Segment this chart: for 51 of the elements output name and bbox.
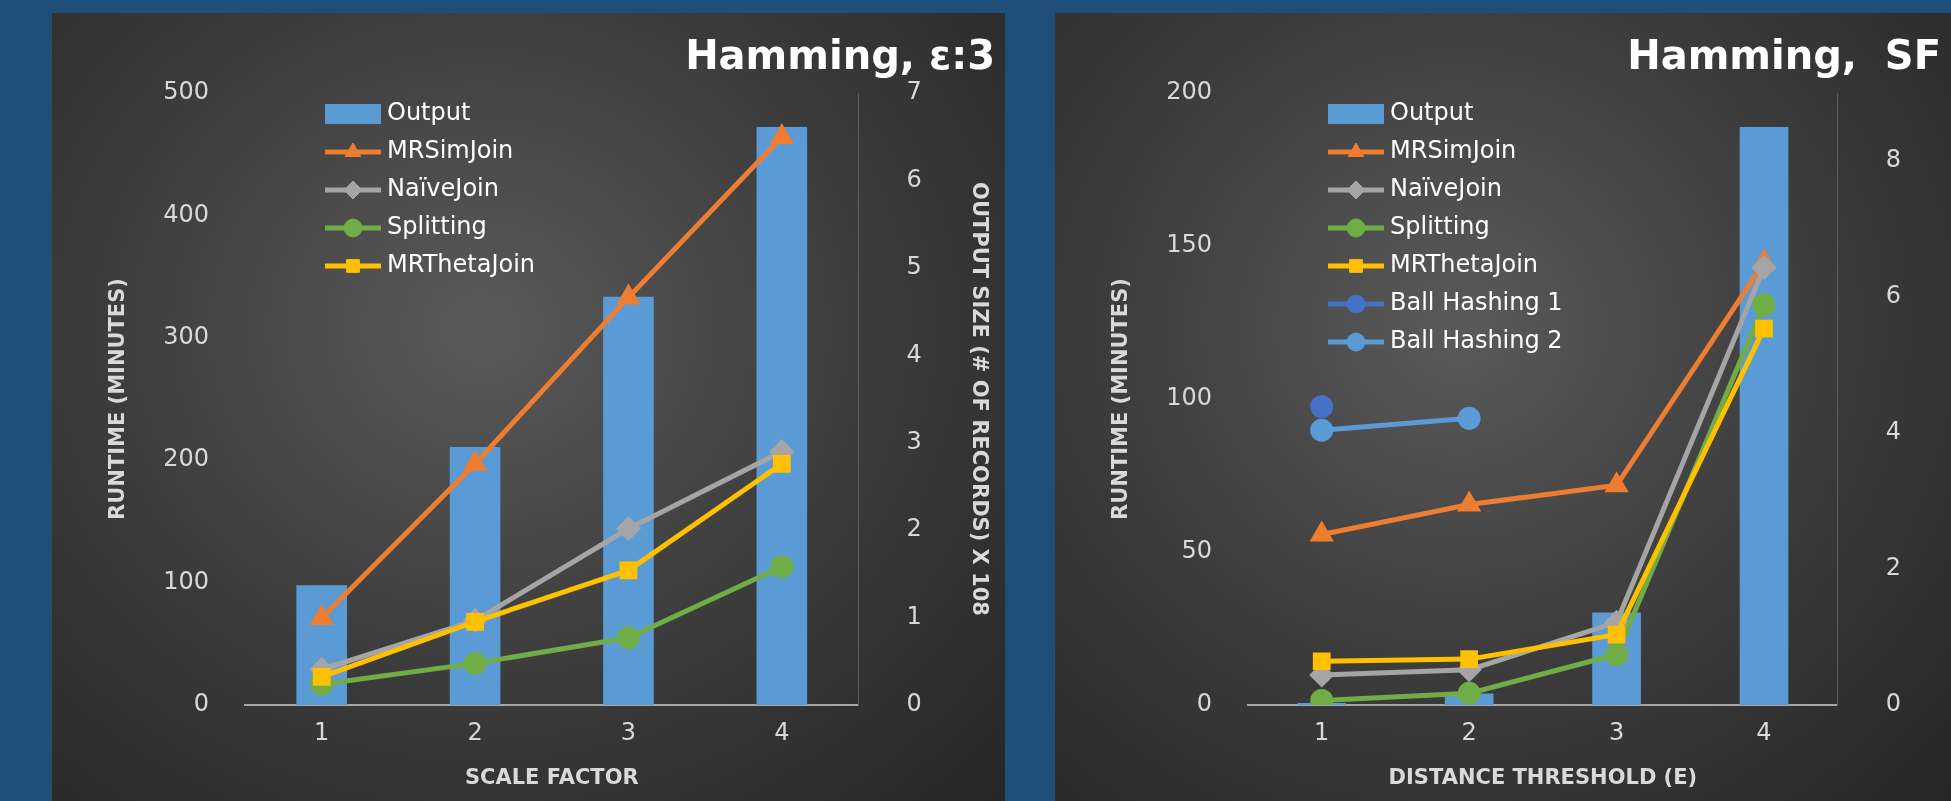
legend-label: Output <box>387 98 471 127</box>
legend-label: Ball Hashing 2 <box>1390 326 1563 355</box>
chart-title: Hamming, SF <box>1627 32 1941 79</box>
y2-tick-label: 2 <box>1885 553 1902 582</box>
legend-label: Output <box>1390 98 1474 127</box>
y-axis-title: RUNTIME (MINUTES) <box>1108 278 1133 520</box>
legend-label: MRThetaJoin <box>387 250 536 279</box>
y2-tick-label: 5 <box>906 252 922 281</box>
y2-tick-label: 8 <box>1885 145 1902 174</box>
chart-title: Hamming, ε:3 <box>685 32 995 79</box>
y-axis-title: RUNTIME (MINUTES) <box>105 278 130 520</box>
y-tick-label: 200 <box>1166 77 1213 106</box>
legend-label: NaïveJoin <box>1390 174 1502 203</box>
y-tick-label: 0 <box>193 689 210 718</box>
x-tick-label: 2 <box>1461 717 1477 746</box>
y-tick-label: 200 <box>163 444 210 473</box>
legend-label: Splitting <box>387 212 487 241</box>
legend-label: Splitting <box>1390 212 1490 241</box>
legend-label: MRSimJoin <box>387 136 514 165</box>
y2-tick-label: 1 <box>906 601 922 630</box>
y-tick-label: 50 <box>1181 536 1213 565</box>
y-tick-label: 300 <box>163 322 210 351</box>
y-tick-label: 0 <box>1196 689 1213 718</box>
x-tick-label: 4 <box>1756 717 1772 746</box>
y2-tick-label: 6 <box>906 164 922 193</box>
x-tick-label: 2 <box>467 717 483 746</box>
y2-tick-label: 4 <box>906 339 922 368</box>
y2-tick-label: 0 <box>906 689 922 718</box>
x-tick-label: 3 <box>620 717 637 746</box>
x-tick-label: 1 <box>314 717 330 746</box>
y-tick-label: 150 <box>1166 230 1213 259</box>
x-tick-label: 4 <box>774 717 790 746</box>
legend-label: Ball Hashing 1 <box>1390 288 1563 317</box>
y-tick-label: 100 <box>163 566 210 595</box>
x-tick-label: 1 <box>1314 717 1330 746</box>
y2-tick-label: 7 <box>906 77 922 106</box>
y2-axis-title: OUTPUT SIZE (# OF RECORDS) X 108 <box>967 182 992 616</box>
y-tick-label: 400 <box>163 199 210 228</box>
y2-tick-label: 4 <box>1885 417 1902 446</box>
x-tick-label: 3 <box>1608 717 1625 746</box>
x-axis-title: SCALE FACTOR <box>464 764 639 789</box>
legend-label: MRSimJoin <box>1390 136 1517 165</box>
x-axis-title: DISTANCE THRESHOLD (E) <box>1388 764 1698 789</box>
y2-tick-label: 3 <box>906 426 922 455</box>
y-tick-label: 100 <box>1166 383 1213 412</box>
y2-tick-label: 2 <box>906 514 922 543</box>
legend-label: NaïveJoin <box>387 174 499 203</box>
y-tick-label: 500 <box>163 77 210 106</box>
legend-label: MRThetaJoin <box>1390 250 1539 279</box>
y2-tick-label: 0 <box>1885 689 1902 718</box>
y2-tick-label: 6 <box>1885 281 1902 310</box>
